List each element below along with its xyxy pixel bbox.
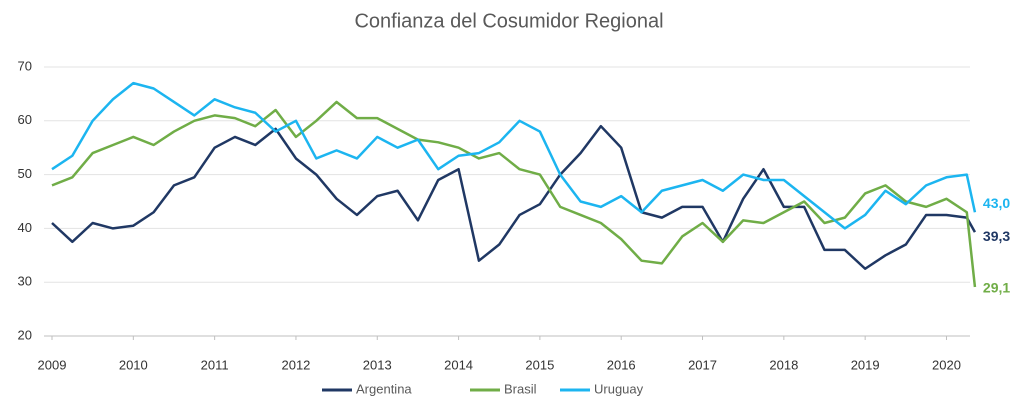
y-tick-label: 30 xyxy=(18,274,32,289)
x-tick-label: 2009 xyxy=(38,357,67,372)
series-line xyxy=(51,124,977,270)
x-tick-label: 2010 xyxy=(119,357,148,372)
y-tick-label: 50 xyxy=(18,166,32,181)
chart-title: Confianza del Cosumidor Regional xyxy=(354,10,663,32)
x-tick-label: 2016 xyxy=(607,357,636,372)
series-line xyxy=(51,100,977,288)
x-tick-label: 2014 xyxy=(444,357,473,372)
data-label: 43,0 xyxy=(983,195,1010,211)
legend-label: Argentina xyxy=(356,381,412,396)
x-tick-label: 2020 xyxy=(932,357,961,372)
legend-label: Uruguay xyxy=(594,381,644,396)
data-label: 39,3 xyxy=(983,228,1010,244)
x-tick-label: 2015 xyxy=(525,357,554,372)
x-tick-label: 2019 xyxy=(851,357,880,372)
x-tick-label: 2017 xyxy=(688,357,717,372)
series-line xyxy=(51,81,977,230)
y-tick-label: 40 xyxy=(18,220,32,235)
y-tick-label: 70 xyxy=(18,58,32,73)
legend-label: Brasil xyxy=(504,381,537,396)
x-tick-label: 2011 xyxy=(201,357,229,372)
x-tick-label: 2012 xyxy=(281,357,310,372)
x-tick-label: 2013 xyxy=(363,357,392,372)
y-tick-label: 20 xyxy=(18,327,32,342)
data-label: 29,1 xyxy=(983,280,1010,296)
x-tick-label: 2018 xyxy=(769,357,798,372)
y-tick-label: 60 xyxy=(18,112,32,127)
